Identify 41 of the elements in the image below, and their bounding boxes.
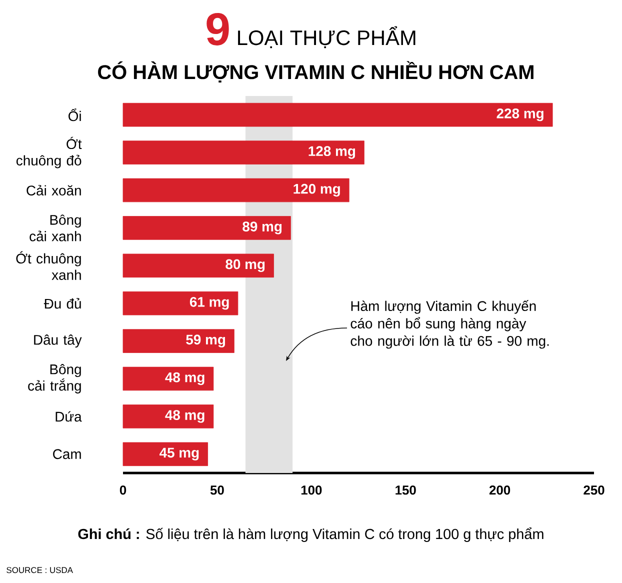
text: Ghi chú : Số liệu trên là hàm lượng Vitamin C có trong 100 g thực phẩm (78, 527, 544, 542)
data-label: 48 mg (165, 372, 204, 386)
bar (122, 404, 214, 428)
bar (122, 254, 274, 278)
chart-title: 9 LOẠI THỰC PHẨM (206, 12, 416, 48)
x-tick-label: 150 (396, 486, 416, 495)
bar (122, 366, 214, 391)
y-tick-label: Ổi (68, 108, 81, 122)
chart-subtitle: CÓ HÀM LƯỢNG VITAMIN C NHIỀU HƠN CAM (98, 61, 534, 83)
data-label: 120 mg (294, 184, 340, 197)
y-tick-label: Cải xoăn (26, 184, 81, 196)
band-label: Hàm lượng Vitamin C khuyến cáo nên bổ sung hàng ngày cho người lớn là từ 65 - 90 mg. (350, 300, 549, 349)
bar (122, 329, 234, 353)
x-tick-label: 50 (210, 486, 224, 495)
y-tick-label: Cam (53, 449, 81, 460)
data-label: 228 mg (496, 108, 544, 122)
data-label: 61 mg (190, 296, 229, 310)
y-tick-label: Dứa (56, 411, 82, 422)
bar (122, 291, 238, 316)
y-tick-label: Bông cải xanh (30, 214, 81, 242)
data-label: 89 mg (242, 222, 282, 234)
data-label: 59 mg (186, 334, 226, 348)
x-tick-label: 250 (584, 486, 604, 495)
bar (122, 140, 364, 164)
bar (122, 178, 350, 202)
data-label: 45 mg (159, 448, 199, 460)
x-tick-label: 100 (301, 486, 322, 495)
y-tick-label: Đu đủ (44, 298, 81, 309)
x-tick-label: 200 (489, 486, 510, 495)
data-label: 80 mg (226, 259, 265, 272)
bar (122, 102, 553, 127)
y-tick-label: Ớt chuông xanh (16, 251, 81, 280)
data-label: 128 mg (308, 146, 356, 159)
y-tick-label: Dâu tây (34, 334, 82, 348)
bar (122, 442, 208, 466)
y-tick-label: Ớt chuông đỏ (16, 136, 82, 168)
y-tick-label: Bông cải trắng (28, 364, 81, 394)
data-label: 48 mg (165, 410, 204, 423)
source-note: SOURCE : USDA (6, 567, 73, 574)
bar (122, 216, 291, 240)
x-tick-label: 0 (120, 486, 126, 495)
